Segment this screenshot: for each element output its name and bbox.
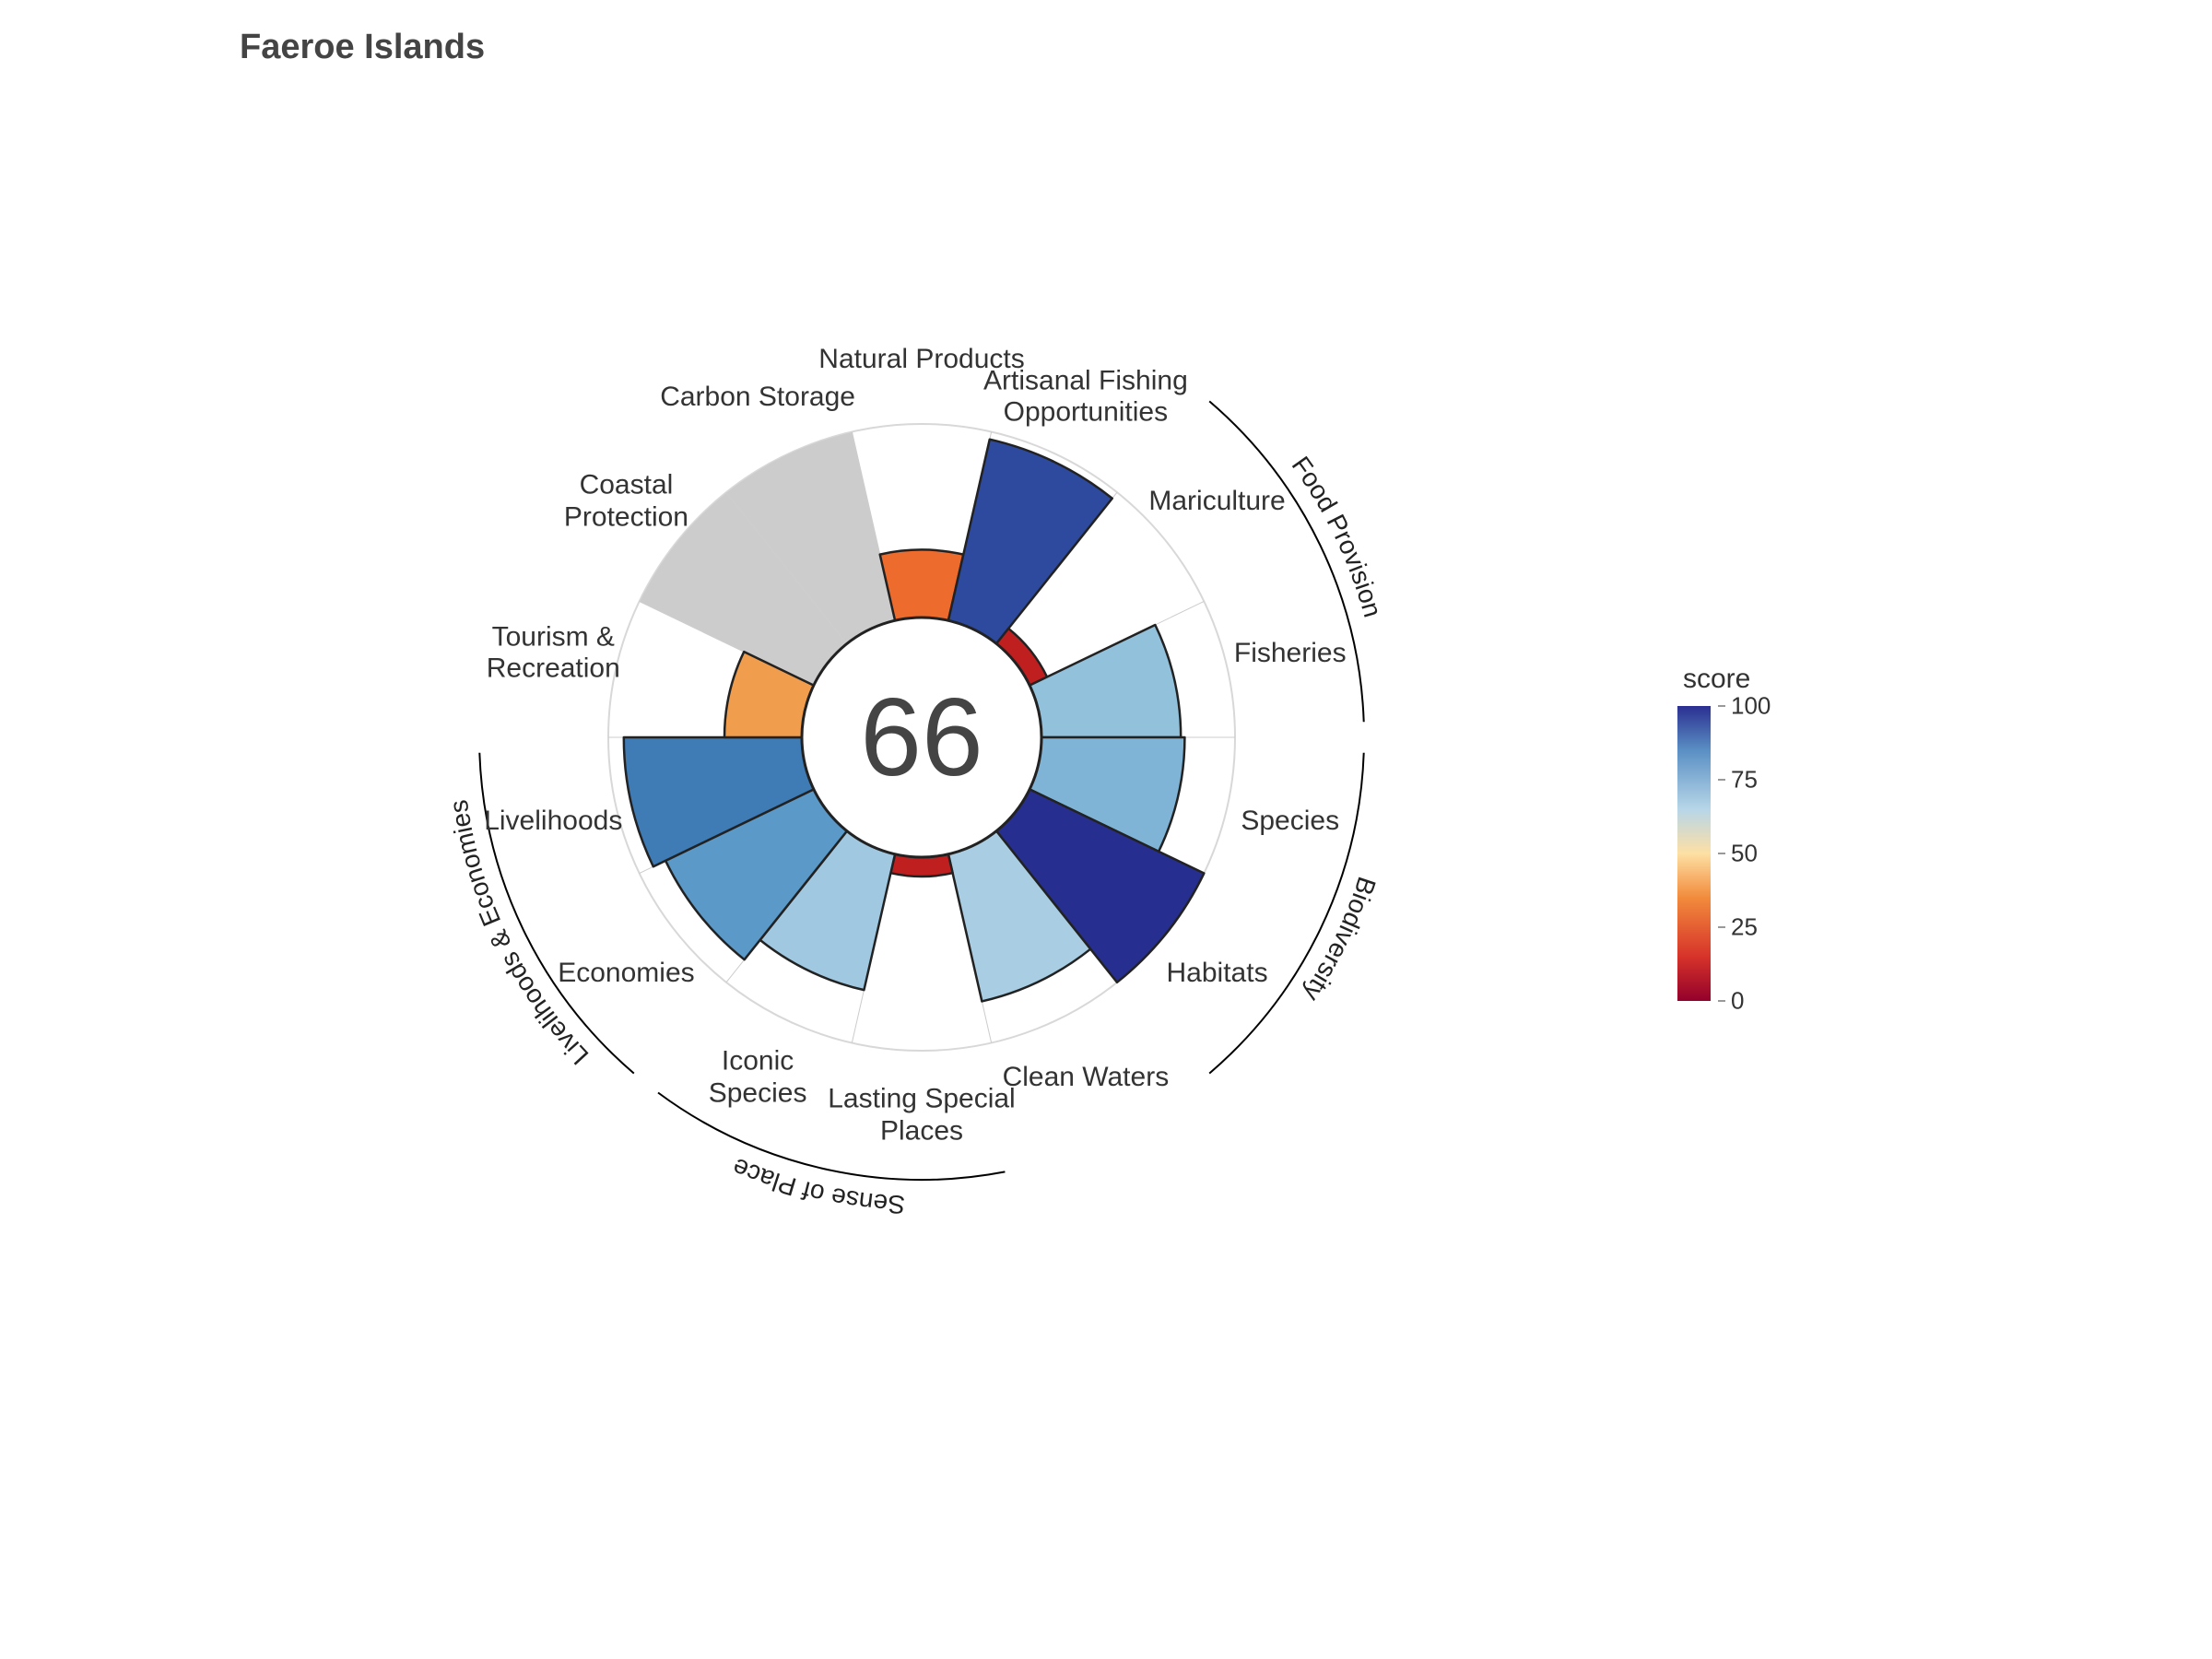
legend-tick-label: 0 xyxy=(1731,987,1744,1016)
legend-tick-line xyxy=(1718,780,1725,781)
group-label: Food Provision xyxy=(1287,451,1388,620)
legend-colorbar xyxy=(1677,706,1711,1001)
legend-tick-line xyxy=(1718,927,1725,928)
legend-tick-line xyxy=(1718,853,1725,854)
legend-tick-label: 75 xyxy=(1731,766,1758,794)
score-legend: score 0 25 50 75 100 xyxy=(1677,664,1880,1032)
legend-tick: 0 xyxy=(1718,987,1744,1016)
group-arc-sense-of-place xyxy=(658,1092,1005,1180)
legend-tick: 25 xyxy=(1718,913,1758,942)
petal-artisanal_fishing xyxy=(948,440,1112,644)
legend-tick-label: 25 xyxy=(1731,913,1758,942)
legend-title: score xyxy=(1683,664,1880,695)
group-label: Livelihoods & Economies xyxy=(444,798,594,1070)
petal-fisheries xyxy=(1030,625,1181,737)
center-score: 66 xyxy=(860,674,982,801)
legend-tick: 75 xyxy=(1718,766,1758,794)
group-label: Biodiversity xyxy=(1298,874,1382,1006)
legend-tick-label: 100 xyxy=(1731,692,1771,721)
legend-tick-label: 50 xyxy=(1731,840,1758,868)
legend-tick: 100 xyxy=(1718,692,1771,721)
legend-tick: 50 xyxy=(1718,840,1758,868)
legend-tick-line xyxy=(1718,1001,1725,1002)
legend-tick-line xyxy=(1718,706,1725,707)
flower-chart: Food ProvisionBiodiversitySense of Place… xyxy=(461,276,1382,1198)
page-title: Faeroe Islands xyxy=(240,28,485,67)
group-label: Sense of Place xyxy=(728,1153,906,1219)
